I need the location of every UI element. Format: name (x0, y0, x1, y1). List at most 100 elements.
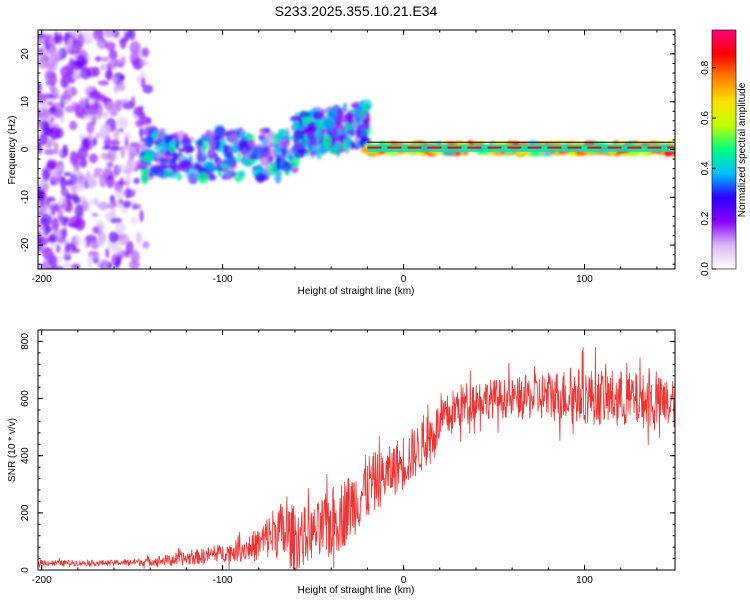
colorbar: 0.0 0.2 0.4 0.6 0.8 Normalized spectral ampl… (700, 29, 748, 276)
heatmap-cell (164, 172, 172, 178)
heatmap-cell (62, 74, 68, 89)
x-tick-label: 100 (576, 575, 593, 586)
heatmap-cell (64, 105, 76, 113)
heatmap-cell (46, 101, 54, 106)
heatmap-cell (125, 240, 134, 255)
x-tick-label: 0 (401, 575, 407, 586)
x-tick-label: -200 (32, 274, 52, 285)
heatmap-cell (133, 177, 140, 185)
heatmap-cell (86, 121, 95, 134)
heatmap-cell (38, 203, 48, 214)
heatmap-cell (309, 134, 318, 146)
heatmap-cell (92, 173, 102, 178)
heatmap-cell (107, 68, 112, 81)
heatmap-cell (88, 153, 98, 164)
heatmap-cell (106, 101, 112, 113)
heatmap-cell (333, 142, 343, 149)
heatmap-cell (136, 231, 142, 244)
colorbar-tick-label: 0.8 (700, 60, 711, 74)
heatmap-cell (107, 59, 116, 70)
heatmap-cell (343, 139, 349, 149)
heatmap-cell (122, 131, 132, 141)
heatmap-cell (111, 76, 117, 84)
x-tick-label: -100 (213, 575, 233, 586)
heatmap-cell (358, 110, 363, 124)
heatmap-cell (276, 171, 283, 176)
colorbar-label: Normalized spectral amplitude (737, 82, 748, 217)
heatmap-cell (67, 37, 73, 47)
heatmap-cell (294, 127, 305, 140)
x-tick-label: -200 (32, 575, 52, 586)
heatmap-cell (86, 240, 91, 248)
heatmap-cell (323, 134, 332, 148)
heatmap-cell (113, 128, 120, 141)
heatmap-cell (64, 242, 71, 253)
heatmap-cell (282, 162, 293, 172)
heatmap-cell (136, 75, 143, 84)
heatmap-cell (62, 144, 69, 157)
heatmap-cell (47, 47, 56, 60)
heatmap-cell (105, 247, 110, 259)
heatmap-cell (69, 120, 78, 131)
heatmap-cell (149, 165, 158, 173)
heatmap-cell (93, 136, 98, 146)
heatmap-cell (71, 169, 82, 177)
heatmap-cell (51, 126, 57, 140)
heatmap-cell (228, 133, 239, 143)
heatmap-cell (200, 146, 207, 151)
heatmap-cell (267, 163, 277, 176)
heatmap-cell (57, 207, 64, 221)
heatmap-cell (141, 47, 150, 57)
heatmap-cell (353, 101, 359, 111)
heatmap-cell (92, 226, 100, 234)
heatmap-cell (55, 244, 61, 253)
heatmap-cell (38, 211, 44, 216)
heatmap-cell (92, 30, 104, 41)
heatmap-cell (41, 93, 50, 98)
heatmap-cell (227, 169, 232, 177)
heatmap-cell (258, 134, 265, 141)
heatmap-cell (42, 182, 50, 192)
y-tick-label: 20 (20, 48, 31, 60)
colorbar-gradient (711, 29, 737, 270)
heatmap-cell (344, 122, 354, 131)
snr-panel: -200 -100 0 100 0 200 400 600 800 Height of str… (7, 329, 676, 596)
heatmap-cell (56, 164, 64, 173)
heatmap-cell (139, 127, 144, 138)
heatmap-cell (148, 171, 158, 177)
heatmap-cell (104, 30, 116, 38)
heatmap-cell (172, 152, 184, 158)
heatmap-cell (97, 220, 105, 234)
heatmap-cell (87, 254, 93, 269)
heatmap-cell (49, 80, 56, 94)
heatmap-cell (332, 105, 337, 116)
heatmap-cell (100, 64, 107, 71)
heatmap-cell (236, 152, 241, 164)
heatmap-cell (41, 168, 50, 182)
heatmap-cell (77, 33, 85, 48)
heatmap-cell (49, 233, 57, 244)
heatmap-cell (108, 148, 117, 162)
y-tick-label: 10 (20, 96, 31, 108)
snr-series-line (38, 346, 675, 570)
heatmap-cell (296, 148, 309, 155)
heatmap-cell (51, 217, 60, 231)
heatmap-cell (56, 32, 64, 45)
heatmap-cell (105, 41, 116, 52)
heatmap-cell (46, 159, 57, 170)
heatmap-cell (67, 222, 77, 227)
heatmap-cell (191, 162, 201, 171)
heatmap-cell (116, 164, 128, 173)
heatmap-cell (139, 209, 144, 223)
heatmap-cell (85, 97, 90, 110)
heatmap-cell (91, 254, 101, 259)
heatmap-cell (84, 114, 96, 119)
heatmap-cell (129, 259, 140, 269)
heatmap-cell (279, 139, 289, 148)
heatmap-cell (44, 148, 56, 156)
heatmap-cell (82, 161, 87, 167)
heatmap-cell (38, 52, 49, 57)
heatmap-cell (38, 142, 43, 155)
heatmap-cell (71, 248, 81, 254)
